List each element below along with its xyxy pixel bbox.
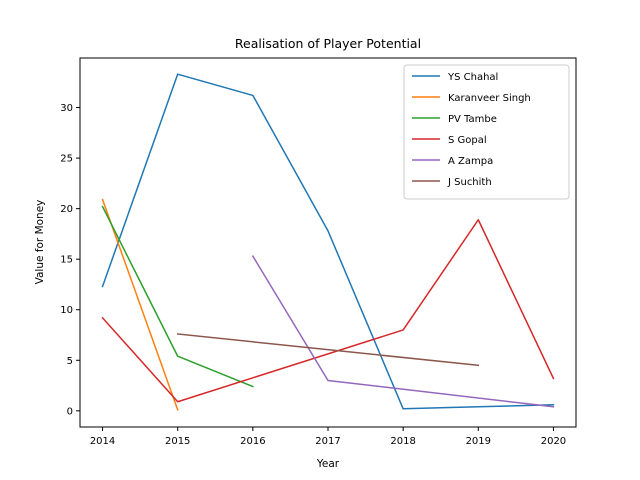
y-tick-label: 30 — [60, 103, 73, 114]
x-tick-label: 2017 — [315, 436, 340, 447]
series-line-0 — [101, 73, 555, 410]
y-axis-label: Value for Money — [34, 200, 46, 285]
y-axis: 0 5 10 15 20 25 30 — [60, 103, 80, 417]
series-line-1 — [101, 198, 179, 411]
series-line-5 — [176, 333, 480, 367]
y-tick-label: 15 — [60, 255, 73, 266]
legend: YS Chahal Karanveer Singh PV Tambe S Gopal A… — [403, 64, 570, 200]
series-line-3 — [101, 219, 555, 403]
series-line-2 — [101, 205, 254, 388]
x-tick-label: 2015 — [165, 436, 190, 447]
legend-label: S Gopal — [448, 135, 487, 146]
y-tick-label: 5 — [67, 356, 73, 367]
chart-title: Realisation of Player Potential — [235, 36, 421, 51]
y-tick-label: 25 — [60, 154, 73, 165]
legend-label: A Zampa — [448, 156, 493, 167]
x-tick-label: 2019 — [466, 436, 491, 447]
y-tick-label: 0 — [67, 406, 73, 417]
y-tick-label: 20 — [60, 204, 73, 215]
legend-label: Karanveer Singh — [448, 93, 531, 104]
x-tick-label: 2016 — [240, 436, 265, 447]
series-line-4 — [251, 255, 555, 408]
y-tick-label: 10 — [60, 305, 73, 316]
legend-label: J Suchith — [447, 177, 492, 188]
x-tick-label: 2020 — [541, 436, 566, 447]
legend-box — [403, 64, 570, 200]
series-lines — [101, 73, 555, 411]
x-axis-label: Year — [316, 458, 340, 470]
legend-label: PV Tambe — [448, 114, 497, 125]
legend-label: YS Chahal — [447, 72, 498, 83]
x-tick-label: 2018 — [390, 436, 415, 447]
x-axis: 2014 2015 2016 2017 2018 2019 2020 — [90, 427, 566, 447]
x-tick-label: 2014 — [90, 436, 115, 447]
